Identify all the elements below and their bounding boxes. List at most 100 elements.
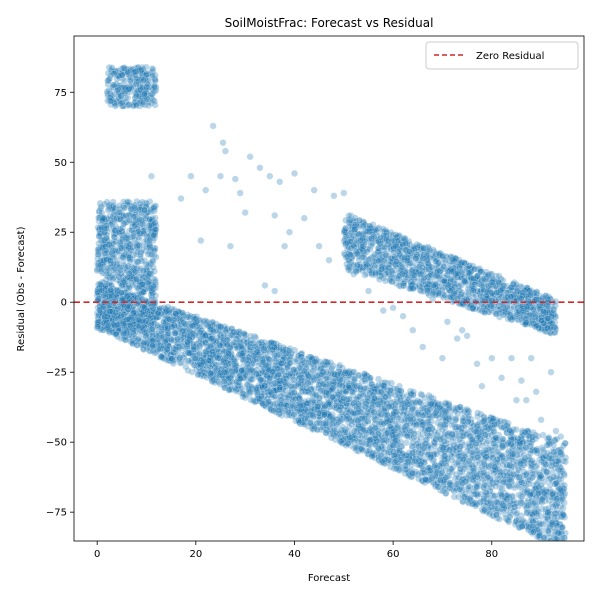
scatter-point (117, 91, 125, 99)
scatter-point (95, 297, 103, 305)
scatter-point (123, 85, 131, 93)
scatter-point (98, 265, 106, 273)
scatter-point (134, 217, 142, 225)
scatter-point (117, 71, 125, 79)
scatter-point (492, 310, 500, 318)
scatter-point (439, 252, 447, 261)
scatter-point (100, 259, 108, 267)
scatter-point (134, 64, 142, 72)
scatter-point (428, 263, 436, 271)
scatter-point (118, 281, 126, 289)
scatter-point (146, 325, 154, 333)
scatter-point (142, 84, 150, 92)
scatter-point (129, 70, 137, 78)
scatter-point (412, 254, 420, 262)
scatter-point (484, 271, 492, 279)
scatter-point (146, 237, 154, 245)
scatter-point (140, 98, 148, 106)
scatter-point (112, 286, 120, 294)
scatter-point (119, 224, 127, 232)
scatter-point (145, 222, 153, 230)
scatter-point (98, 259, 106, 267)
scatter-point (106, 323, 114, 331)
scatter-point (112, 101, 120, 109)
scatter-point (98, 309, 106, 317)
scatter-point (110, 70, 118, 78)
scatter-point (136, 99, 144, 107)
scatter-point (394, 247, 402, 256)
scatter-point (130, 276, 138, 284)
scatter-point (119, 75, 127, 83)
scatter-point (130, 69, 138, 77)
scatter-point (135, 87, 143, 95)
scatter-point (124, 85, 132, 94)
scatter-point (119, 102, 127, 110)
scatter-point (129, 101, 138, 109)
scatter-point (127, 75, 135, 83)
scatter-point (124, 212, 132, 220)
scatter-point (138, 280, 146, 288)
scatter-point (107, 72, 115, 80)
scatter-point (436, 267, 444, 275)
scatter-point (113, 97, 121, 105)
scatter-point (115, 89, 123, 97)
scatter-point (149, 228, 157, 236)
scatter-point (103, 240, 111, 248)
scatter-point (121, 64, 129, 72)
scatter-point (365, 235, 373, 243)
scatter-point (488, 278, 496, 286)
scatter-point (138, 74, 146, 82)
scatter-point (140, 93, 148, 101)
scatter-point (114, 272, 122, 280)
scatter-point (110, 260, 118, 268)
scatter-point (143, 77, 152, 85)
scatter-point (141, 75, 149, 83)
scatter-point (129, 220, 137, 228)
scatter-point (135, 92, 143, 100)
scatter-point (458, 259, 466, 267)
scatter-point (137, 97, 145, 105)
scatter-points (93, 63, 570, 541)
scatter-point (127, 65, 135, 73)
scatter-point (395, 282, 403, 290)
scatter-point (138, 70, 146, 78)
scatter-point (131, 204, 139, 212)
scatter-point (124, 65, 132, 73)
scatter-point (134, 67, 142, 75)
scatter-point (125, 227, 133, 235)
scatter-point (119, 98, 127, 106)
scatter-point (375, 275, 383, 283)
scatter-point (132, 68, 140, 76)
scatter-point (151, 71, 159, 79)
scatter-point (125, 101, 133, 109)
scatter-point (495, 295, 503, 303)
scatter-point (108, 91, 116, 99)
scatter-point (114, 72, 122, 80)
scatter-point (147, 284, 155, 292)
scatter-point (119, 69, 127, 77)
scatter-point (139, 82, 147, 90)
scatter-point (123, 70, 131, 78)
scatter-point (148, 325, 156, 333)
scatter-point (132, 90, 140, 98)
scatter-point (132, 216, 141, 224)
scatter-point (142, 88, 150, 96)
scatter-point (142, 71, 150, 79)
scatter-point (144, 70, 152, 78)
scatter-point (374, 375, 383, 383)
scatter-point (452, 254, 460, 263)
scatter-point (110, 81, 118, 89)
scatter-point (148, 84, 156, 92)
scatter-point (121, 89, 129, 97)
scatter-point (117, 84, 126, 92)
scatter-point (133, 248, 141, 256)
scatter-point (122, 82, 130, 91)
scatter-point (115, 97, 124, 105)
scatter-point (93, 265, 101, 273)
scatter-point (451, 282, 459, 291)
scatter-point (106, 93, 114, 101)
scatter-point (108, 95, 116, 103)
scatter-point (126, 258, 134, 266)
scatter-point (104, 97, 112, 105)
scatter-point (102, 222, 110, 230)
